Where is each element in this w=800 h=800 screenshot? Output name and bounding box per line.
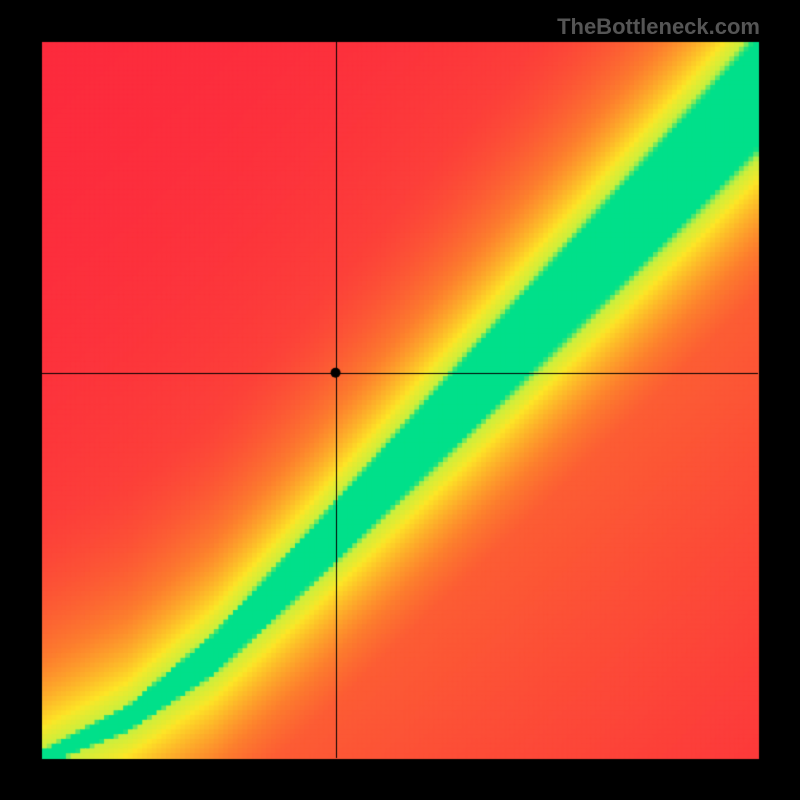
watermark-text: TheBottleneck.com — [557, 14, 760, 40]
heatmap-canvas — [0, 0, 800, 800]
chart-container: TheBottleneck.com — [0, 0, 800, 800]
